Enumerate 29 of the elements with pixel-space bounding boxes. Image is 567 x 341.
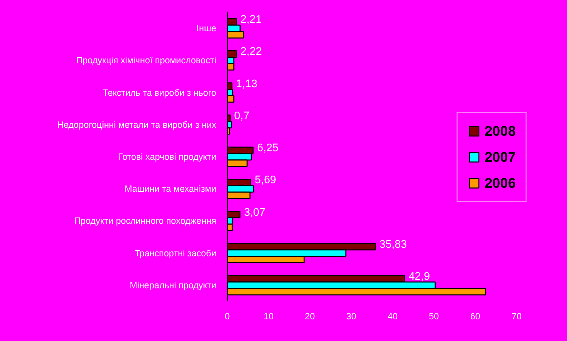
data-label: 2,21 xyxy=(240,14,262,26)
x-tick-label: 60 xyxy=(470,312,481,322)
data-label: 5,69 xyxy=(255,174,276,187)
data-label: 2,22 xyxy=(240,46,262,58)
x-tick-label: 30 xyxy=(346,312,357,322)
y-tick-label: Текстиль та вироби з нього xyxy=(102,88,217,98)
y-tick-label: Інше xyxy=(196,24,217,34)
x-tick-label: 20 xyxy=(305,312,316,322)
data-label: 42,9 xyxy=(408,271,430,284)
data-label: 0,7 xyxy=(234,110,250,122)
x-tick-label: 70 xyxy=(512,312,522,322)
y-tick-label: Продукти рослинного походження xyxy=(74,216,217,226)
x-tick-label: 10 xyxy=(264,312,274,322)
legend-label: 2006 xyxy=(484,174,516,190)
data-label: 35,83 xyxy=(380,238,408,251)
legend-label: 2007 xyxy=(484,148,516,164)
data-label: 6,25 xyxy=(257,142,279,155)
y-tick-label: Готові харчові продукти xyxy=(118,152,217,162)
y-tick-label: Продукція хімічної промисловості xyxy=(76,56,217,66)
y-tick-label: Недорогоцінні метали та вироби з них xyxy=(57,120,217,130)
x-tick-label: 50 xyxy=(429,312,440,322)
legend-label: 2008 xyxy=(484,122,516,138)
data-label: 3,07 xyxy=(244,206,266,219)
x-tick-label: 40 xyxy=(388,312,398,322)
y-tick-label: Транспортні засоби xyxy=(134,248,217,258)
y-tick-label: Машини та механізми xyxy=(124,184,217,194)
y-tick-label: Мінеральні продукти xyxy=(130,280,217,290)
data-label: 1,13 xyxy=(236,78,258,90)
x-tick-label: 0 xyxy=(224,312,230,322)
